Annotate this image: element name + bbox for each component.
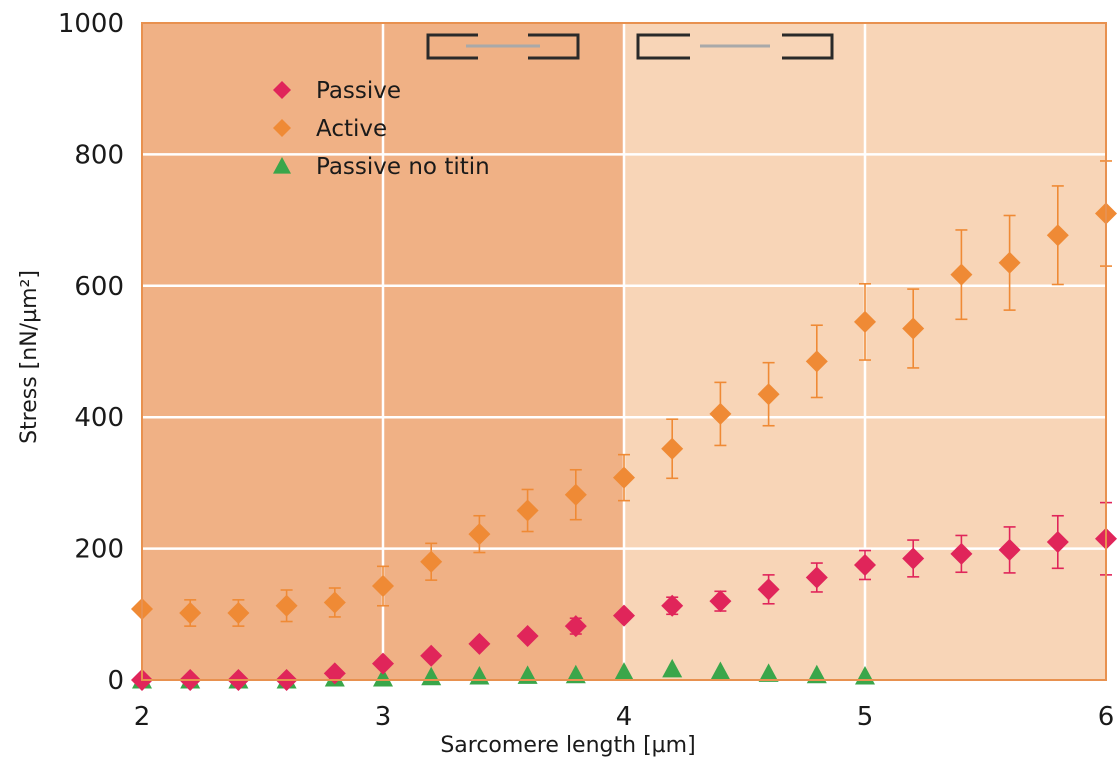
data-point <box>179 601 202 624</box>
data-point <box>372 575 394 598</box>
data-point <box>275 594 298 617</box>
data-point <box>1046 531 1069 554</box>
data-point <box>516 499 539 522</box>
y-tick-label: 1000 <box>58 9 124 39</box>
data-point <box>902 317 925 340</box>
x-tick-label: 5 <box>857 702 874 732</box>
data-point <box>564 615 587 638</box>
data-point <box>998 251 1021 274</box>
data-point <box>661 594 684 617</box>
sarcomere-long-icon <box>636 33 834 60</box>
data-point <box>613 604 635 627</box>
y-tick-label: 0 <box>107 666 124 696</box>
x-tick-label: 6 <box>1098 702 1115 732</box>
data-point <box>323 591 346 614</box>
data-point <box>805 350 828 373</box>
legend-marker <box>273 119 291 137</box>
data-point <box>805 566 828 589</box>
data-point <box>565 664 586 684</box>
data-point <box>614 662 634 681</box>
data-point <box>709 402 732 425</box>
data-point <box>758 663 779 682</box>
data-point <box>998 538 1021 561</box>
data-point <box>902 547 925 570</box>
data-point <box>757 383 780 406</box>
data-point <box>950 263 973 286</box>
data-point <box>613 466 635 489</box>
legend-marker <box>273 157 291 174</box>
y-tick-label: 400 <box>74 403 124 433</box>
data-point <box>854 554 876 577</box>
series-layer <box>131 160 1117 691</box>
data-point <box>516 624 539 647</box>
legend-marker <box>273 81 291 99</box>
x-tick-label: 3 <box>375 702 392 732</box>
y-axis-label: Stress [nN/µm²] <box>17 270 42 444</box>
x-tick-label: 2 <box>134 702 151 732</box>
data-point <box>854 310 876 333</box>
legend-label: Active <box>316 116 387 142</box>
data-point <box>227 601 250 624</box>
legend: Passive Active Passive no titin <box>273 78 490 180</box>
data-point <box>420 550 443 573</box>
series-passive <box>131 501 1117 691</box>
data-point <box>420 644 443 667</box>
data-point <box>323 662 346 685</box>
tick-labels: 2 3 4 5 6 0 200 400 600 800 1000 <box>58 9 1114 732</box>
x-axis-label: Sarcomere length [µm] <box>440 733 695 758</box>
plot-border <box>141 22 1107 681</box>
y-tick-label: 800 <box>74 140 124 170</box>
data-point <box>757 578 780 601</box>
x-tick-label: 4 <box>616 702 633 732</box>
legend-label: Passive no titin <box>316 154 490 180</box>
y-tick-label: 200 <box>74 535 124 565</box>
data-point <box>661 437 684 460</box>
data-point <box>373 668 393 687</box>
data-point <box>372 652 394 675</box>
sarcomere-diagrams <box>426 33 834 60</box>
data-point <box>950 542 973 565</box>
data-point <box>564 483 587 506</box>
data-point <box>1046 224 1069 247</box>
data-point <box>662 658 683 678</box>
sarcomere-short-icon <box>426 33 580 60</box>
y-tick-label: 600 <box>74 272 124 302</box>
data-point <box>468 523 491 546</box>
data-point <box>806 664 827 684</box>
legend-label: Passive <box>316 78 401 104</box>
data-point <box>710 661 731 680</box>
data-point <box>468 632 491 655</box>
data-point <box>709 590 732 613</box>
series-active <box>131 160 1117 627</box>
